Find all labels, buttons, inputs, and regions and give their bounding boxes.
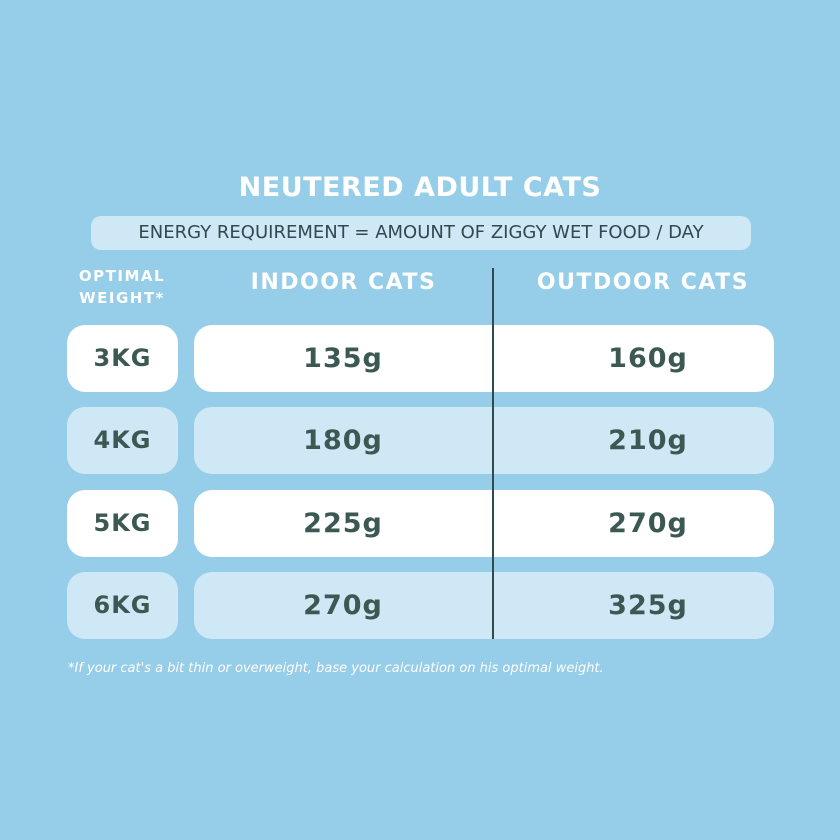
- column-divider: [492, 268, 494, 639]
- column-header: INDOOR CATS: [250, 270, 437, 295]
- row-pill: [194, 407, 774, 474]
- indoor-cell: 225g: [303, 508, 383, 539]
- weight-pill: [67, 572, 178, 639]
- outdoor-cell: 210g: [608, 425, 688, 456]
- weight-cell: 6KG: [93, 591, 152, 619]
- indoor-cell: 180g: [303, 425, 383, 456]
- weight-cell: 4KG: [93, 426, 152, 454]
- footnote: *If your cat's a bit thin or overweight,…: [68, 661, 604, 676]
- row-pill: [194, 325, 774, 392]
- weight-cell: 5KG: [93, 509, 152, 537]
- outdoor-cell: 325g: [608, 590, 688, 621]
- title: NEUTERED ADULT CATS: [238, 172, 602, 203]
- column-header: OUTDOOR CATS: [536, 270, 750, 295]
- subtitle: ENERGY REQUIREMENT = AMOUNT OF ZIGGY WET…: [91, 216, 751, 250]
- indoor-cell: 270g: [303, 590, 383, 621]
- row-pill: [194, 572, 774, 639]
- outdoor-cell: 160g: [608, 343, 688, 374]
- outdoor-cell: 270g: [608, 508, 688, 539]
- weight-cell: 3KG: [93, 344, 152, 372]
- indoor-cell: 135g: [303, 343, 383, 374]
- weight-pill: [67, 407, 178, 474]
- row-pill: [194, 490, 774, 557]
- weight-pill: [67, 325, 178, 392]
- weight-pill: [67, 490, 178, 557]
- column-header: OPTIMAL WEIGHT*: [78, 267, 166, 307]
